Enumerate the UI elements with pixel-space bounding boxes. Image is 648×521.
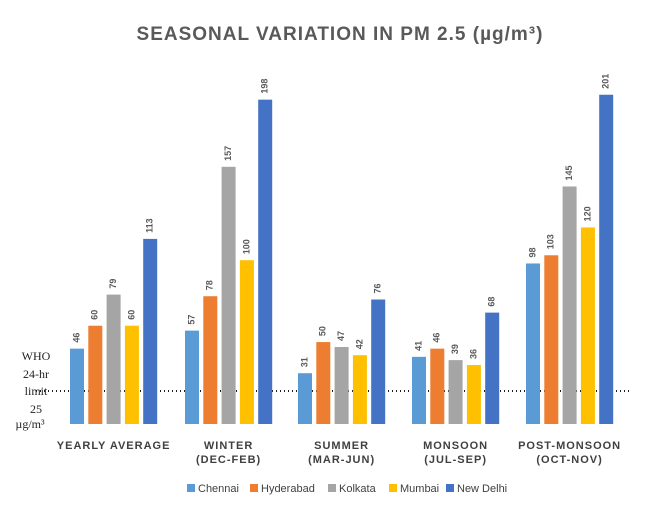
legend-swatch xyxy=(187,484,195,492)
data-label: 157 xyxy=(223,146,233,161)
category-label: YEARLY AVERAGE xyxy=(57,440,171,452)
legend-swatch xyxy=(250,484,258,492)
chart-title: SEASONAL VARIATION IN PM 2.5 (µg/m³) xyxy=(137,24,544,45)
bar-kolkata-0 xyxy=(106,294,121,424)
data-label: 31 xyxy=(299,357,309,367)
data-label: 60 xyxy=(90,310,100,320)
legend-label: Mumbai xyxy=(400,483,439,495)
data-label: 79 xyxy=(108,279,118,289)
data-label: 113 xyxy=(145,218,155,233)
who-limit-label-line: µg/m³ xyxy=(15,417,45,431)
bar-group xyxy=(70,94,614,425)
who-limit-label-line: WHO xyxy=(22,349,51,363)
data-label: 46 xyxy=(71,333,81,343)
category-label: SUMMER xyxy=(314,440,369,452)
bar-chennai-4 xyxy=(526,263,540,424)
bar-mumbai-4 xyxy=(580,227,595,424)
category-label: (OCT-NOV) xyxy=(536,454,602,466)
bar-new-delhi-4 xyxy=(599,94,614,424)
category-label: MONSOON xyxy=(423,440,488,452)
legend: Chennai Hyderabad Kolkata Mumbai New Delhi xyxy=(187,483,507,495)
legend-swatch xyxy=(389,484,397,492)
data-label: 103 xyxy=(546,234,556,249)
data-label: 201 xyxy=(601,74,611,89)
category-label: (DEC-FEB) xyxy=(196,454,261,466)
bar-chennai-0 xyxy=(70,348,84,424)
bar-chennai-1 xyxy=(185,330,199,424)
data-label: 78 xyxy=(205,280,215,290)
legend-label: Kolkata xyxy=(339,483,377,495)
bar-new-delhi-1 xyxy=(258,99,273,425)
data-label: 198 xyxy=(260,79,270,94)
bar-hyderabad-1 xyxy=(203,296,218,424)
bar-mumbai-2 xyxy=(352,355,367,424)
legend-label: Chennai xyxy=(198,483,239,495)
data-label: 145 xyxy=(564,165,574,180)
bar-kolkata-3 xyxy=(448,360,463,424)
bar-mumbai-3 xyxy=(466,365,481,424)
data-label: 98 xyxy=(527,247,537,257)
category-label: WINTER xyxy=(204,440,253,452)
bar-chennai-3 xyxy=(412,356,426,424)
data-label: 47 xyxy=(336,331,346,341)
bar-new-delhi-3 xyxy=(485,312,500,424)
bar-kolkata-2 xyxy=(334,347,349,424)
bar-mumbai-1 xyxy=(239,260,254,424)
bar-kolkata-4 xyxy=(562,186,577,424)
category-label: (MAR-JUN) xyxy=(308,454,375,466)
bar-hyderabad-3 xyxy=(430,348,445,424)
bar-new-delhi-2 xyxy=(371,299,386,424)
data-label: 50 xyxy=(318,326,328,336)
legend-label: Hyderabad xyxy=(261,483,315,495)
who-limit-label-line: 25 xyxy=(30,402,42,416)
bar-mumbai-0 xyxy=(124,325,139,424)
data-label: 100 xyxy=(241,239,251,254)
data-label: 68 xyxy=(487,297,497,307)
data-label: 39 xyxy=(450,344,460,354)
bar-kolkata-1 xyxy=(221,166,236,425)
category-label: POST-MONSOON xyxy=(518,440,621,452)
legend-swatch xyxy=(446,484,454,492)
legend-swatch xyxy=(328,484,336,492)
bar-chennai-2 xyxy=(298,373,312,424)
data-label: 41 xyxy=(413,341,423,351)
bar-hyderabad-0 xyxy=(88,325,103,424)
bar-hyderabad-4 xyxy=(544,255,559,424)
data-label: 36 xyxy=(468,349,478,359)
legend-label: New Delhi xyxy=(457,483,507,495)
data-label: 120 xyxy=(582,206,592,221)
data-label: 76 xyxy=(373,283,383,293)
bar-hyderabad-2 xyxy=(316,342,331,424)
data-label: 57 xyxy=(186,315,196,325)
category-label: (JUL-SEP) xyxy=(424,454,487,466)
data-label: 60 xyxy=(126,310,136,320)
data-label: 42 xyxy=(354,339,364,349)
category-label-group: YEARLY AVERAGE WINTER (DEC-FEB) SUMMER (MAR-… xyxy=(57,440,621,466)
who-limit-label-line: 24-hr xyxy=(23,367,49,381)
data-label-group: 46 57 31 41 98 60 78 50 46 103 79 157 47 39 145 60 100 42… xyxy=(71,74,610,368)
bar-new-delhi-0 xyxy=(143,238,158,424)
data-label: 46 xyxy=(432,333,442,343)
